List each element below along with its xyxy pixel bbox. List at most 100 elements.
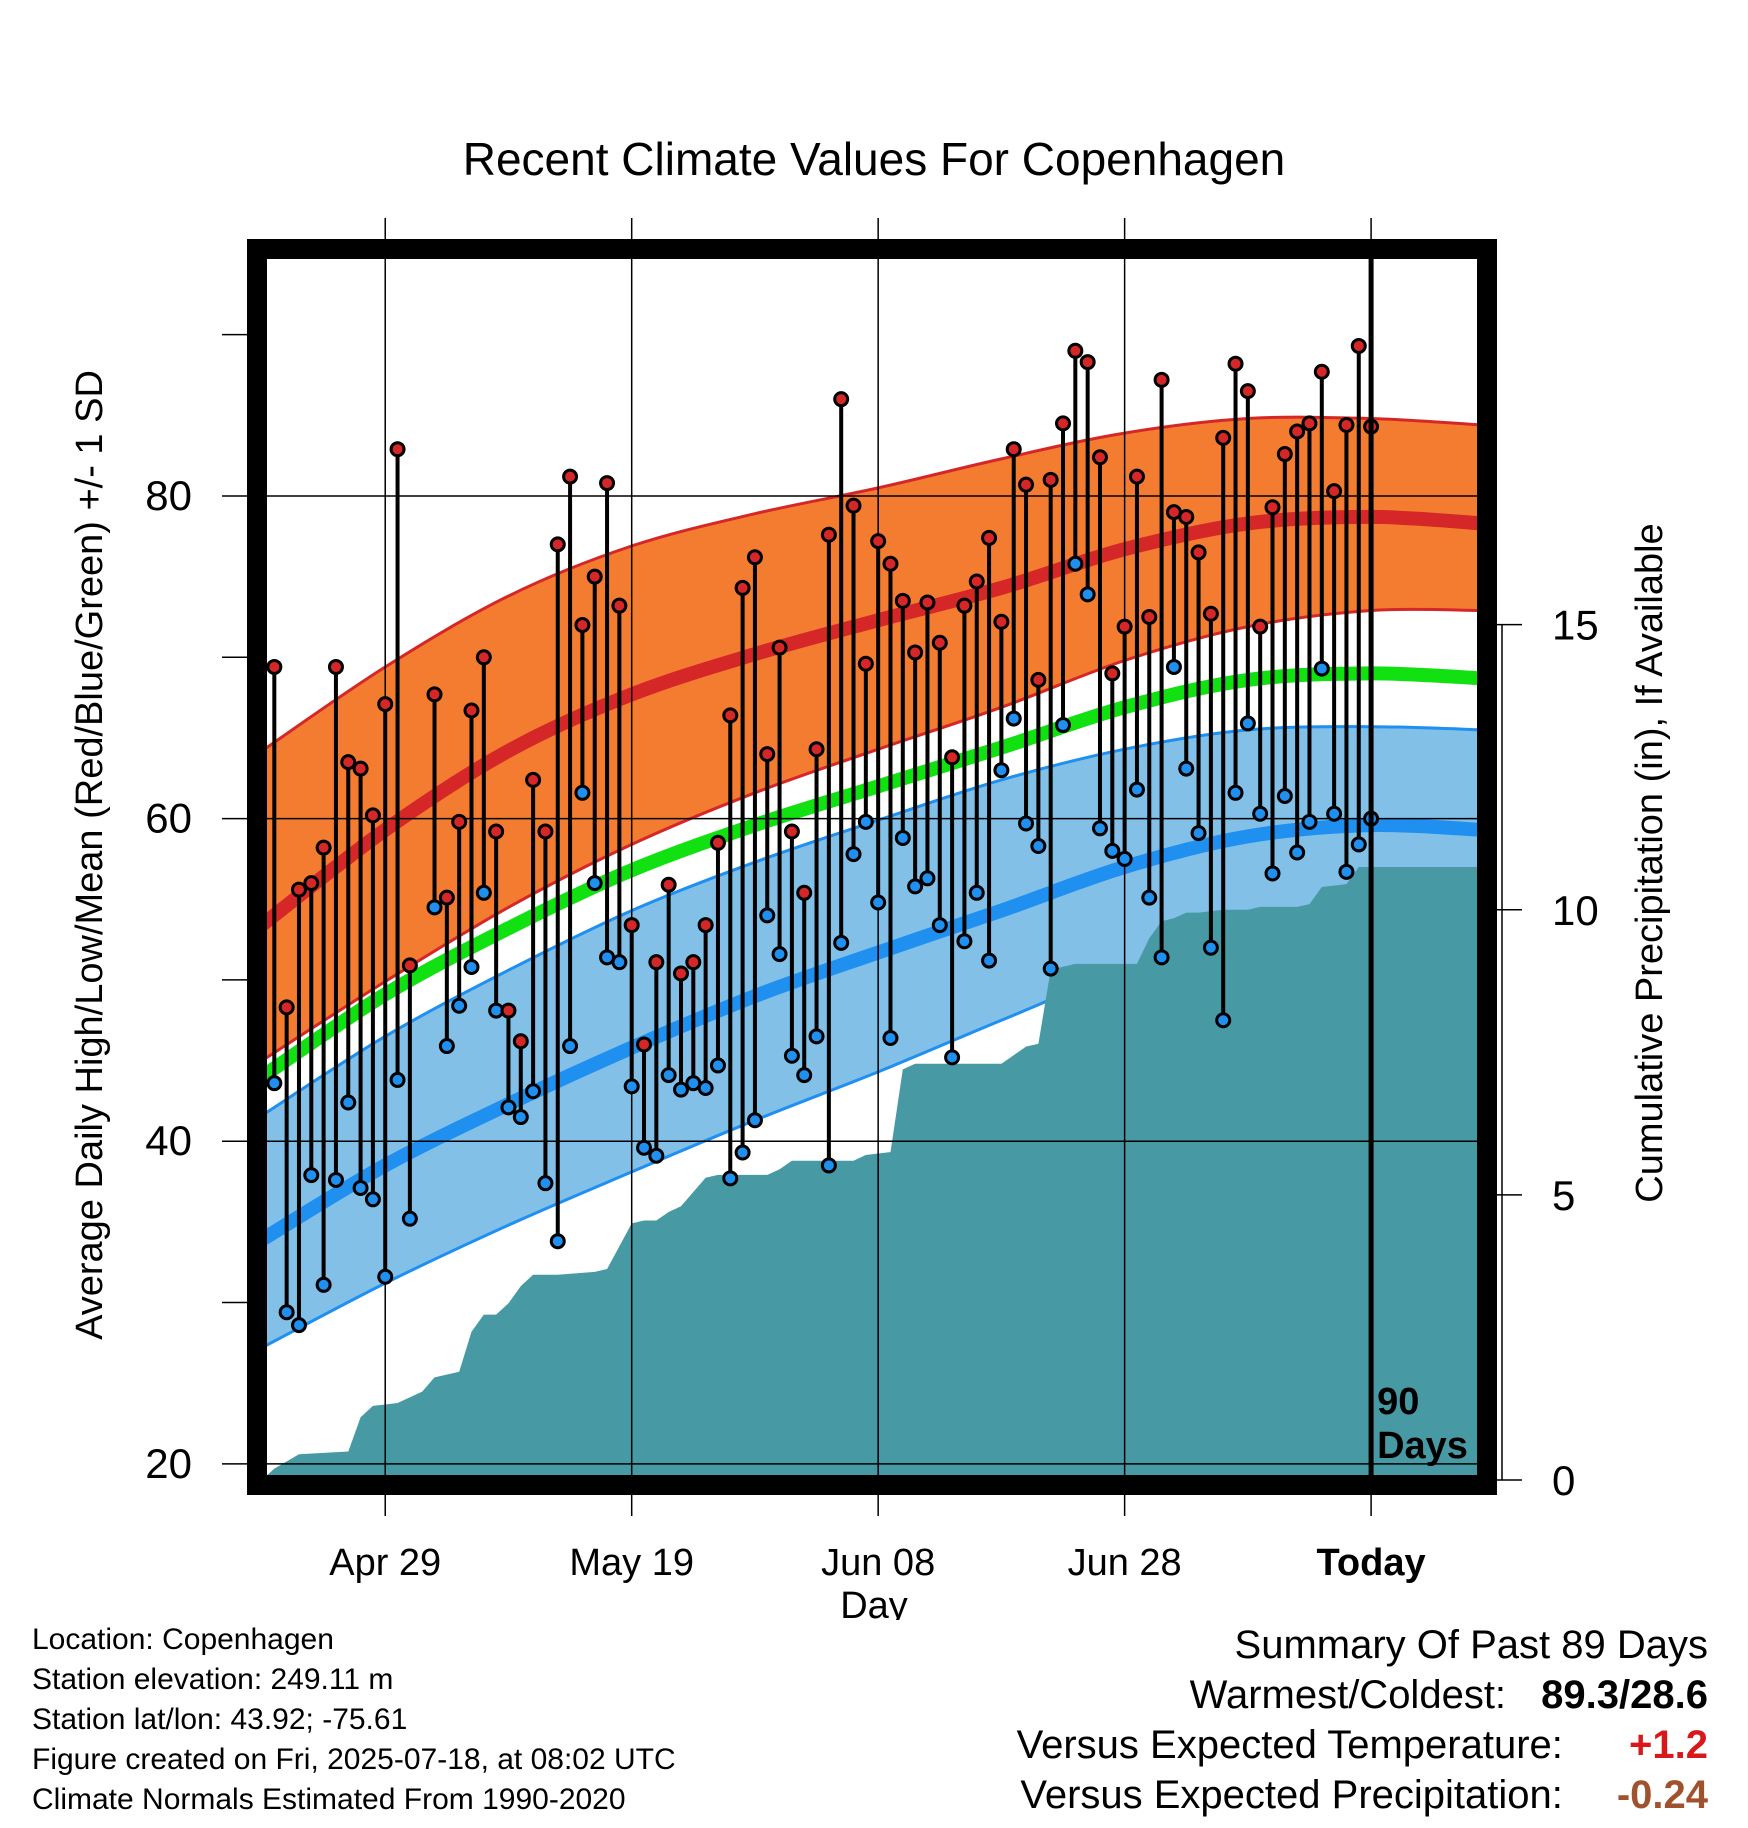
daily-high-point	[722, 707, 739, 724]
daily-high-point	[1215, 429, 1232, 446]
daily-high-point	[1190, 544, 1207, 561]
daily-low-point	[1055, 717, 1072, 734]
daily-high-point	[1042, 471, 1059, 488]
daily-high-point	[894, 592, 911, 609]
daily-low-point	[463, 959, 480, 976]
daily-low-point	[968, 884, 985, 901]
daily-low-point	[611, 954, 628, 971]
daily-high-point	[771, 639, 788, 656]
daily-low-point	[672, 1081, 689, 1098]
daily-low-point	[451, 997, 468, 1014]
daily-high-point	[1091, 449, 1108, 466]
daily-low-point	[1018, 815, 1035, 832]
daily-high-point	[648, 954, 665, 971]
daily-high-point	[820, 526, 837, 543]
summary-heading: Summary Of Past 89 Days	[1234, 1623, 1708, 1667]
daily-high-point	[1079, 354, 1096, 371]
daily-low-point	[956, 933, 973, 950]
daily-high-point	[1264, 499, 1281, 516]
daily-low-point	[1338, 863, 1355, 880]
daily-low-point	[709, 1057, 726, 1074]
daily-low-point	[648, 1147, 665, 1164]
daily-high-point	[845, 497, 862, 514]
daily-low-point	[1239, 715, 1256, 732]
daily-high-point	[833, 391, 850, 408]
info-latlon: Station lat/lon: 43.92; -75.61	[32, 1703, 408, 1736]
daily-high-point	[364, 807, 381, 824]
daily-high-point	[870, 533, 887, 550]
daily-low-point	[623, 1078, 640, 1095]
daily-low-point	[1289, 844, 1306, 861]
daily-high-point	[1116, 618, 1133, 635]
climate-chart: Recent Climate Values For Copenhagen 90D…	[69, 133, 1671, 1620]
today-days-label: 90	[1377, 1381, 1419, 1423]
daily-low-point	[1178, 760, 1195, 777]
daily-high-point	[882, 555, 899, 572]
daily-high-point	[1141, 608, 1158, 625]
daily-high-point	[278, 999, 295, 1016]
daily-low-point	[1116, 850, 1133, 867]
daily-high-point	[340, 754, 357, 771]
daily-high-point	[697, 917, 714, 934]
daily-low-point	[857, 813, 874, 830]
daily-low-point	[808, 1028, 825, 1045]
daily-low-point	[820, 1157, 837, 1174]
daily-low-point	[894, 829, 911, 846]
daily-low-point	[882, 1029, 899, 1046]
daily-low-point	[475, 884, 492, 901]
daily-high-point	[1005, 441, 1022, 458]
daily-high-point	[1202, 605, 1219, 622]
daily-low-point	[771, 946, 788, 963]
daily-low-point	[1227, 784, 1244, 801]
daily-high-point	[1289, 423, 1306, 440]
daily-low-point	[1313, 660, 1330, 677]
daily-high-point	[586, 568, 603, 585]
daily-high-point	[1301, 415, 1318, 432]
daily-low-point	[1005, 710, 1022, 727]
daily-high-point	[549, 536, 566, 553]
y2-tick-label: 0	[1552, 1457, 1575, 1504]
daily-high-point	[1153, 371, 1170, 388]
station-info: Location: Copenhagen Station elevation: …	[32, 1620, 676, 1820]
daily-high-point	[783, 823, 800, 840]
daily-low-point	[1252, 805, 1269, 822]
daily-low-point	[389, 1071, 406, 1088]
daily-high-point	[327, 658, 344, 675]
daily-high-point	[685, 954, 702, 971]
daily-low-point	[931, 917, 948, 934]
x-tick-label: Apr 29	[329, 1542, 441, 1584]
daily-high-point	[968, 573, 985, 590]
summary-warm-cold-value: 89.3/28.6	[1541, 1673, 1708, 1717]
daily-low-point	[352, 1180, 369, 1197]
daily-low-point	[537, 1175, 554, 1192]
y2-tick-label: 15	[1552, 602, 1599, 649]
daily-high-point	[796, 884, 813, 901]
daily-high-point	[401, 957, 418, 974]
y-tick-label: 40	[145, 1117, 192, 1164]
daily-low-point	[549, 1233, 566, 1250]
x-axis-label: Day	[840, 1585, 908, 1620]
daily-high-point	[931, 634, 948, 651]
info-location: Location: Copenhagen	[32, 1623, 334, 1656]
y-tick-label: 20	[145, 1440, 192, 1487]
summary-precip-label: Versus Expected Precipitation:	[1020, 1773, 1563, 1817]
daily-high-point	[512, 1033, 529, 1050]
daily-high-point	[808, 741, 825, 758]
daily-low-point	[266, 1075, 283, 1092]
daily-high-point	[1276, 446, 1293, 463]
summary-temp-value: +1.2	[1629, 1723, 1708, 1767]
daily-low-point	[303, 1167, 320, 1184]
info-elevation: Station elevation: 249.11 m	[32, 1663, 394, 1696]
daily-high-point	[562, 468, 579, 485]
daily-high-point	[660, 876, 677, 893]
daily-low-point	[1202, 939, 1219, 956]
daily-high-point	[525, 771, 542, 788]
daily-low-point	[525, 1083, 542, 1100]
summary-temp: Versus Expected Temperature: +1.2	[1017, 1720, 1708, 1770]
y2-tick-label: 5	[1552, 1172, 1575, 1219]
daily-high-point	[1055, 415, 1072, 432]
daily-low-point	[1276, 788, 1293, 805]
daily-low-point	[586, 875, 603, 892]
plot-frame	[247, 239, 1497, 1495]
